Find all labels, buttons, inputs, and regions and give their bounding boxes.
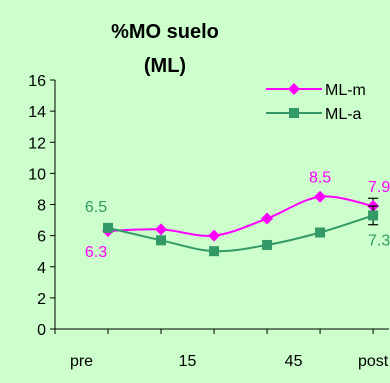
y-tick-label: 14 [28,104,46,121]
y-tick-label: 6 [37,229,46,246]
data-point [208,229,221,242]
data-point [315,227,326,238]
series-line [107,214,374,253]
x-axis: pre 15 45 post [54,328,389,370]
legend-item: ML-m [266,82,366,99]
x-tick-label: post [358,353,389,370]
y-axis: 0 2 4 6 8 10 12 14 16 [28,73,56,339]
legend-item: ML-a [266,106,362,123]
data-point [209,246,220,257]
data-label: 8.5 [309,170,331,187]
data-point [156,235,167,246]
series-layer: 6.3 8.5 7.9 6.5 7.3 [85,170,390,261]
legend: ML-m ML-a [266,82,366,123]
data-point [314,190,327,203]
chart-title-line-1: %MO suelo [111,21,219,43]
y-tick-label: 10 [28,166,46,183]
data-point [262,239,273,250]
data-label: 7.9 [368,179,390,196]
y-tick-label: 0 [37,322,46,339]
data-point [368,210,379,221]
y-tick-label: 12 [28,135,46,152]
data-point [103,222,114,233]
x-tick-label: pre [70,353,93,370]
data-label: 7.3 [368,232,390,249]
data-label: 6.5 [85,199,107,216]
data-point [155,223,168,236]
legend-marker [289,108,299,118]
series-ML-a: 6.5 7.3 [85,199,390,257]
chart-title: %MO suelo (ML) [111,21,219,77]
y-tick-label: 2 [37,291,46,308]
y-tick-label: 16 [28,73,46,90]
legend-marker [288,83,300,95]
y-tick-label: 8 [37,198,46,215]
series-line [107,195,374,237]
x-tick-label: 15 [179,353,197,370]
legend-label: ML-a [325,106,362,123]
data-point [261,212,274,225]
data-label: 6.3 [85,244,107,261]
chart-title-line-2: (ML) [144,55,186,77]
series-ML-m: 6.3 8.5 7.9 [85,170,390,261]
y-tick-label: 4 [37,260,46,277]
legend-label: ML-m [325,82,366,99]
x-tick-label: 45 [285,353,303,370]
